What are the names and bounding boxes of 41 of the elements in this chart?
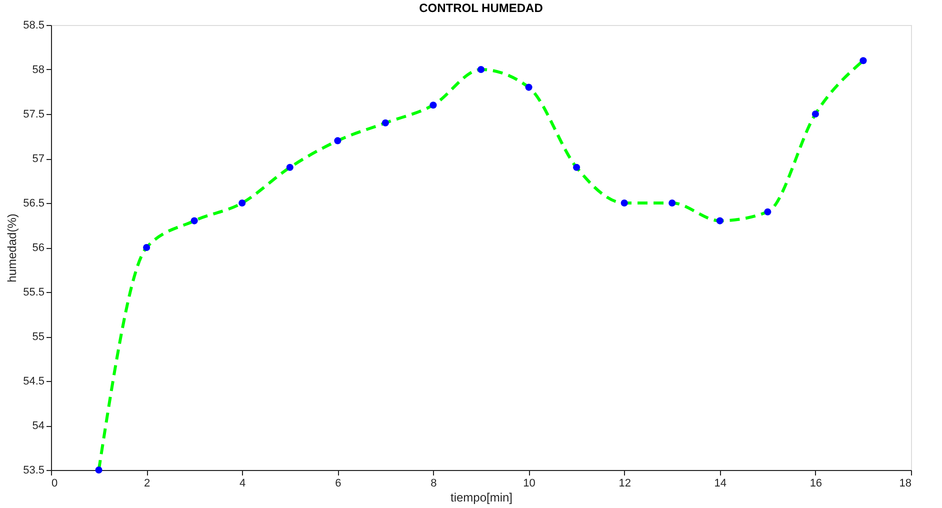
x-tick-label: 2 [144,478,150,490]
y-tick-label: 54 [32,420,44,432]
point [334,137,342,144]
y-tick-label: 55 [32,331,44,343]
x-tick-label: 0 [52,478,58,490]
y-tick-label: 56.5 [23,198,44,210]
y-tick-label: 56 [32,242,44,254]
point [812,110,819,118]
x-tick-label: 6 [335,478,342,490]
x-tick-label: 8 [430,478,437,490]
x-tick-label: 10 [523,478,536,490]
x-tick-label: 16 [810,478,822,490]
point [430,102,437,109]
x-tick-label: 14 [714,478,727,490]
point [190,217,198,224]
point [382,119,389,126]
point [620,199,628,207]
x-axis-title: tiempo[min] [450,490,513,504]
point [95,466,102,474]
point [573,164,580,171]
x-tick-label: 18 [899,478,912,490]
point [286,164,294,171]
y-tick-label: 58.5 [23,20,44,32]
x-tick-label: 12 [618,478,631,490]
point [716,217,724,224]
point [860,57,867,64]
y-tick-label: 55.5 [23,286,44,298]
x-tick-label: 4 [240,478,246,490]
point [668,199,676,207]
point [143,244,150,252]
y-tick-label: 57.5 [23,108,44,120]
chart-title: CONTROL HUMEDAD [419,1,544,15]
y-tick-label: 53.5 [23,464,44,476]
point [238,199,246,207]
point [477,66,485,74]
y-axis-title: humedad(%) [5,214,20,282]
y-tick-label: 58 [32,64,44,76]
y-tick-label: 54.5 [23,376,44,388]
y-tick-label: 57 [32,153,44,165]
point [764,208,772,216]
point [525,84,532,91]
